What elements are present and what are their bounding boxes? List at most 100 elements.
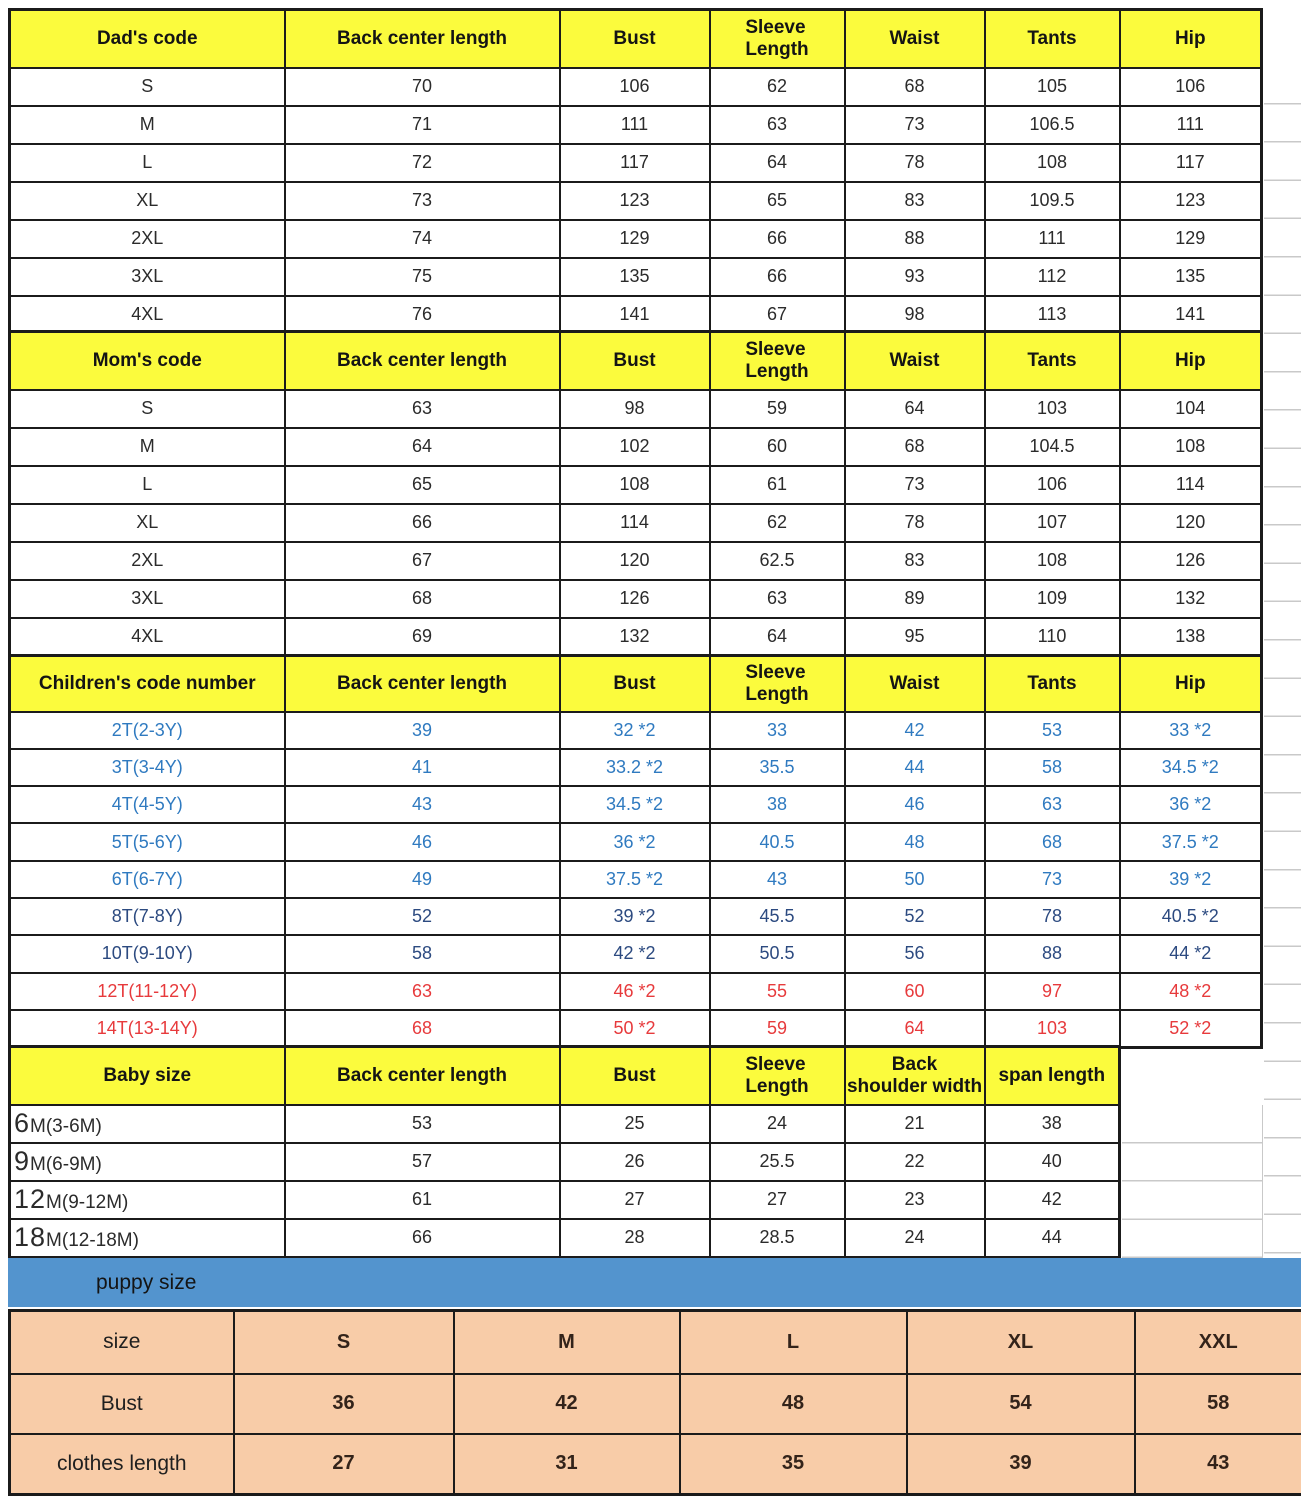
- table-cell: XL: [905, 1309, 1136, 1375]
- table-cell: 63: [708, 104, 846, 145]
- table-row: 6T(6-7Y) 49 37.5 *2 43 50 73 39 *2: [8, 859, 1263, 899]
- table-cell: 62: [708, 502, 846, 543]
- table-cell: 105: [983, 66, 1121, 107]
- table-cell: 111: [983, 218, 1121, 259]
- table-cell: M: [8, 104, 286, 145]
- table-cell: 66: [283, 1218, 561, 1259]
- table-cell: 73: [283, 180, 561, 221]
- column-header: Hip: [1118, 654, 1263, 713]
- table-cell: 24: [843, 1218, 986, 1259]
- table-cell: 64: [708, 616, 846, 657]
- table-cell: 27: [708, 1179, 846, 1221]
- table-row: 6M(3-6M) 53 25 24 21 38: [8, 1103, 1121, 1144]
- table-cell: 33: [708, 710, 846, 750]
- table-cell: 58: [283, 934, 561, 974]
- spreadsheet-gridlines-right: [1264, 66, 1301, 1258]
- table-cell: 107: [983, 502, 1121, 543]
- table-cell: 23: [843, 1179, 986, 1221]
- table-row: L 72 117 64 78 108 117: [8, 142, 1263, 183]
- table-cell: 68: [983, 822, 1121, 862]
- table-cell: 63: [283, 388, 561, 429]
- table-cell: 78: [843, 142, 986, 183]
- table-cell: 2XL: [8, 540, 286, 581]
- table-cell: 106.5: [983, 104, 1121, 145]
- table-cell: 71: [283, 104, 561, 145]
- table-cell: 12M(9-12M): [8, 1179, 286, 1221]
- table-cell: 4T(4-5Y): [8, 785, 286, 825]
- table-cell: 4XL: [8, 616, 286, 657]
- table-cell: 35: [678, 1432, 908, 1496]
- table-cell: XL: [8, 502, 286, 543]
- table-cell: 104: [1118, 388, 1263, 429]
- table-cell: 93: [843, 256, 986, 297]
- table-cell: 36 *2: [558, 822, 711, 862]
- table-cell: 111: [558, 104, 711, 145]
- table-cell: 46: [283, 822, 561, 862]
- table-cell: 44: [983, 1218, 1121, 1259]
- table-cell: 44: [843, 747, 986, 788]
- table-row: 4T(4-5Y) 43 34.5 *2 38 46 63 36 *2: [8, 785, 1263, 825]
- table-cell: 44 *2: [1118, 934, 1263, 974]
- table-cell: 129: [558, 218, 711, 259]
- table-cell: 75: [283, 256, 561, 297]
- table-cell: 141: [1118, 294, 1263, 335]
- table-cell: 66: [708, 218, 846, 259]
- table-row: XL 66 114 62 78 107 120: [8, 502, 1263, 543]
- column-header: Mom's code: [8, 330, 286, 391]
- table-cell: 135: [558, 256, 711, 297]
- table-cell: 129: [1118, 218, 1263, 259]
- dad-header-row: Dad's code Back center length Bust Sleeve L…: [8, 8, 1263, 69]
- table-cell: 28.5: [708, 1218, 846, 1259]
- table-cell: 4XL: [8, 294, 286, 335]
- column-header: Back center length: [283, 8, 561, 69]
- table-cell: 78: [983, 896, 1121, 937]
- table-cell: 97: [983, 971, 1121, 1011]
- table-cell: 102: [558, 426, 711, 467]
- table-cell: 26: [558, 1141, 711, 1182]
- table-cell: 38: [708, 785, 846, 825]
- table-cell: 28: [558, 1218, 711, 1259]
- table-cell: 64: [843, 388, 986, 429]
- table-cell: 68: [843, 66, 986, 107]
- table-cell: 64: [283, 426, 561, 467]
- table-cell: 117: [558, 142, 711, 183]
- table-cell: 34.5 *2: [558, 785, 711, 825]
- table-row: S 70 106 62 68 105 106: [8, 66, 1263, 107]
- table-cell: 95: [843, 616, 986, 657]
- table-cell: 98: [843, 294, 986, 335]
- table-cell: 67: [283, 540, 561, 581]
- table-cell: 68: [843, 426, 986, 467]
- table-cell: 40.5 *2: [1118, 896, 1263, 937]
- table-cell: 42: [843, 710, 986, 750]
- table-cell: 65: [708, 180, 846, 221]
- table-row: 10T(9-10Y) 58 42 *2 50.5 56 88 44 *2: [8, 934, 1263, 974]
- table-cell: 54: [905, 1372, 1136, 1435]
- table-cell: M: [8, 426, 286, 467]
- table-cell: XL: [8, 180, 286, 221]
- table-row: M 71 111 63 73 106.5 111: [8, 104, 1263, 145]
- table-cell: 59: [708, 1008, 846, 1049]
- table-cell: 42: [983, 1179, 1121, 1221]
- baby-size-table: Baby size Back center length Bust Sleeve Le…: [8, 1045, 1121, 1259]
- column-header: Bust: [558, 1045, 711, 1106]
- table-cell: 126: [1118, 540, 1263, 581]
- table-cell: 48: [843, 822, 986, 862]
- table-cell: size: [8, 1309, 235, 1375]
- table-cell: 38: [983, 1103, 1121, 1144]
- table-cell: 114: [1118, 464, 1263, 505]
- table-cell: 21: [843, 1103, 986, 1144]
- table-cell: 36 *2: [1118, 785, 1263, 825]
- table-cell: 55: [708, 971, 846, 1011]
- table-cell: S: [8, 66, 286, 107]
- table-cell: 37.5 *2: [558, 859, 711, 899]
- table-cell: 48 *2: [1118, 971, 1263, 1011]
- table-cell: 110: [983, 616, 1121, 657]
- table-cell: 40.5: [708, 822, 846, 862]
- table-cell: 103: [983, 388, 1121, 429]
- table-cell: 62.5: [708, 540, 846, 581]
- table-cell: 73: [983, 859, 1121, 899]
- table-cell: 83: [843, 180, 986, 221]
- table-cell: 73: [843, 104, 986, 145]
- table-cell: 48: [678, 1372, 908, 1435]
- table-cell: 117: [1118, 142, 1263, 183]
